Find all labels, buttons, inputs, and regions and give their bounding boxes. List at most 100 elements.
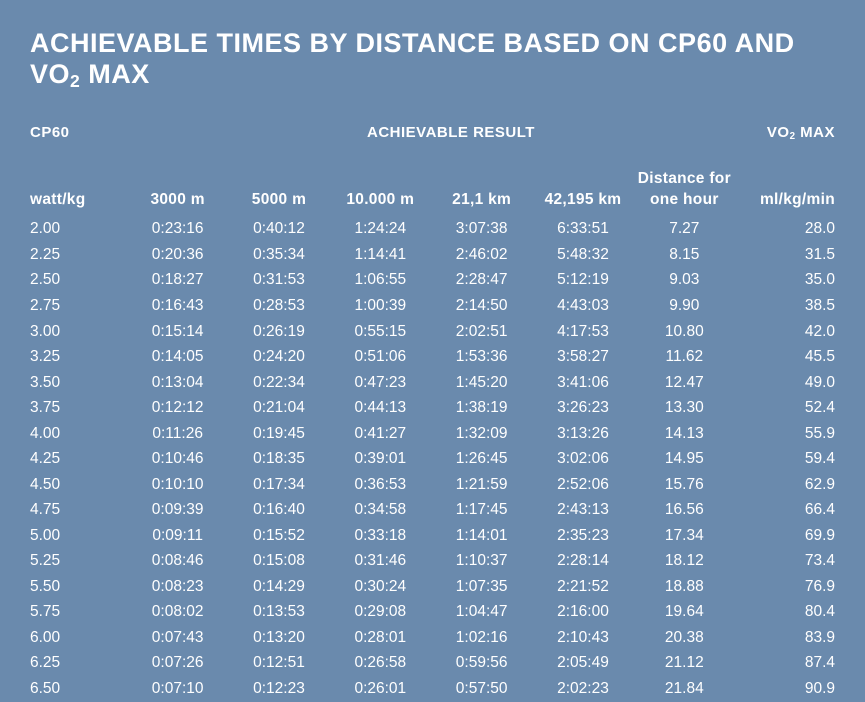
table-cell: 1:45:20 bbox=[431, 370, 532, 396]
table-cell: 0:40:12 bbox=[228, 217, 329, 243]
col-header: 3000 m bbox=[127, 167, 228, 217]
table-cell: 3:13:26 bbox=[532, 421, 633, 447]
table-cell: 0:57:50 bbox=[431, 676, 532, 702]
table-cell: 0:28:01 bbox=[330, 625, 431, 651]
table-cell: 52.4 bbox=[735, 396, 835, 422]
table-row: 4.500:10:100:17:340:36:531:21:592:52:061… bbox=[30, 472, 835, 498]
table-cell: 2:02:23 bbox=[532, 676, 633, 702]
table-cell: 0:26:01 bbox=[330, 676, 431, 702]
table-cell: 5.00 bbox=[30, 523, 127, 549]
table-row: 3.750:12:120:21:040:44:131:38:193:26:231… bbox=[30, 396, 835, 422]
table-cell: 0:09:11 bbox=[127, 523, 228, 549]
table-cell: 0:20:36 bbox=[127, 243, 228, 269]
table-cell: 0:12:23 bbox=[228, 676, 329, 702]
table-cell: 73.4 bbox=[735, 549, 835, 575]
table-cell: 0:35:34 bbox=[228, 243, 329, 269]
table-cell: 0:13:04 bbox=[127, 370, 228, 396]
table-cell: 9.03 bbox=[634, 268, 735, 294]
table-cell: 1:24:24 bbox=[330, 217, 431, 243]
table-cell: 87.4 bbox=[735, 651, 835, 677]
table-cell: 0:07:10 bbox=[127, 676, 228, 702]
table-row: 6.250:07:260:12:510:26:580:59:562:05:492… bbox=[30, 651, 835, 677]
table-row: 3.250:14:050:24:200:51:061:53:363:58:271… bbox=[30, 345, 835, 371]
table-cell: 1:38:19 bbox=[431, 396, 532, 422]
table-cell: 0:41:27 bbox=[330, 421, 431, 447]
table-cell: 3.00 bbox=[30, 319, 127, 345]
table-cell: 31.5 bbox=[735, 243, 835, 269]
table-cell: 8.15 bbox=[634, 243, 735, 269]
table-cell: 1:53:36 bbox=[431, 345, 532, 371]
table-cell: 0:12:12 bbox=[127, 396, 228, 422]
table-cell: 1:10:37 bbox=[431, 549, 532, 575]
table-cell: 5:48:32 bbox=[532, 243, 633, 269]
col-header: watt/kg bbox=[30, 167, 127, 217]
table-cell: 1:02:16 bbox=[431, 625, 532, 651]
table-cell: 3.25 bbox=[30, 345, 127, 371]
table-row: 4.250:10:460:18:350:39:011:26:453:02:061… bbox=[30, 447, 835, 473]
table-cell: 1:14:41 bbox=[330, 243, 431, 269]
table-cell: 18.12 bbox=[634, 549, 735, 575]
table-cell: 0:26:58 bbox=[330, 651, 431, 677]
table-head: watt/kg3000 m5000 m10.000 m21,1 km42,195… bbox=[30, 167, 835, 217]
table-cell: 1:14:01 bbox=[431, 523, 532, 549]
table-cell: 2.75 bbox=[30, 294, 127, 320]
table-cell: 0:19:45 bbox=[228, 421, 329, 447]
table-cell: 3:07:38 bbox=[431, 217, 532, 243]
table-cell: 0:44:13 bbox=[330, 396, 431, 422]
table-cell: 1:17:45 bbox=[431, 498, 532, 524]
table-cell: 0:39:01 bbox=[330, 447, 431, 473]
table-cell: 28.0 bbox=[735, 217, 835, 243]
col-header: 42,195 km bbox=[532, 167, 633, 217]
table-cell: 1:26:45 bbox=[431, 447, 532, 473]
table-cell: 0:31:53 bbox=[228, 268, 329, 294]
table-row: 5.250:08:460:15:080:31:461:10:372:28:141… bbox=[30, 549, 835, 575]
table-cell: 0:15:08 bbox=[228, 549, 329, 575]
table-cell: 5:12:19 bbox=[532, 268, 633, 294]
table-cell: 49.0 bbox=[735, 370, 835, 396]
table-cell: 0:17:34 bbox=[228, 472, 329, 498]
table-cell: 6.25 bbox=[30, 651, 127, 677]
table-cell: 0:30:24 bbox=[330, 574, 431, 600]
table-cell: 5.50 bbox=[30, 574, 127, 600]
table-cell: 80.4 bbox=[735, 600, 835, 626]
table-cell: 2.50 bbox=[30, 268, 127, 294]
table-cell: 2.25 bbox=[30, 243, 127, 269]
table-cell: 0:13:20 bbox=[228, 625, 329, 651]
table-row: 4.750:09:390:16:400:34:581:17:452:43:131… bbox=[30, 498, 835, 524]
table-cell: 10.80 bbox=[634, 319, 735, 345]
table-cell: 0:23:16 bbox=[127, 217, 228, 243]
table-cell: 14.13 bbox=[634, 421, 735, 447]
table-cell: 76.9 bbox=[735, 574, 835, 600]
table-cell: 6.00 bbox=[30, 625, 127, 651]
table-cell: 18.88 bbox=[634, 574, 735, 600]
table-cell: 2.00 bbox=[30, 217, 127, 243]
table-cell: 0:59:56 bbox=[431, 651, 532, 677]
table-cell: 4.25 bbox=[30, 447, 127, 473]
table-row: 2.250:20:360:35:341:14:412:46:025:48:328… bbox=[30, 243, 835, 269]
table-cell: 4:17:53 bbox=[532, 319, 633, 345]
table-cell: 21.12 bbox=[634, 651, 735, 677]
table-cell: 0:13:53 bbox=[228, 600, 329, 626]
table-cell: 2:28:47 bbox=[431, 268, 532, 294]
table-cell: 0:29:08 bbox=[330, 600, 431, 626]
table-cell: 0:11:26 bbox=[127, 421, 228, 447]
table-header-row: watt/kg3000 m5000 m10.000 m21,1 km42,195… bbox=[30, 167, 835, 217]
table-cell: 2:10:43 bbox=[532, 625, 633, 651]
table-cell: 16.56 bbox=[634, 498, 735, 524]
table-row: 5.000:09:110:15:520:33:181:14:012:35:231… bbox=[30, 523, 835, 549]
table-cell: 2:02:51 bbox=[431, 319, 532, 345]
table-cell: 4.00 bbox=[30, 421, 127, 447]
table-cell: 3.75 bbox=[30, 396, 127, 422]
table-cell: 3:41:06 bbox=[532, 370, 633, 396]
table-cell: 3.50 bbox=[30, 370, 127, 396]
table-cell: 45.5 bbox=[735, 345, 835, 371]
col-header: ml/kg/min bbox=[735, 167, 835, 217]
table-cell: 2:28:14 bbox=[532, 549, 633, 575]
table-cell: 7.27 bbox=[634, 217, 735, 243]
table-cell: 0:07:26 bbox=[127, 651, 228, 677]
table-cell: 2:43:13 bbox=[532, 498, 633, 524]
table-cell: 1:06:55 bbox=[330, 268, 431, 294]
table-cell: 2:52:06 bbox=[532, 472, 633, 498]
table-cell: 4.75 bbox=[30, 498, 127, 524]
table-cell: 1:04:47 bbox=[431, 600, 532, 626]
